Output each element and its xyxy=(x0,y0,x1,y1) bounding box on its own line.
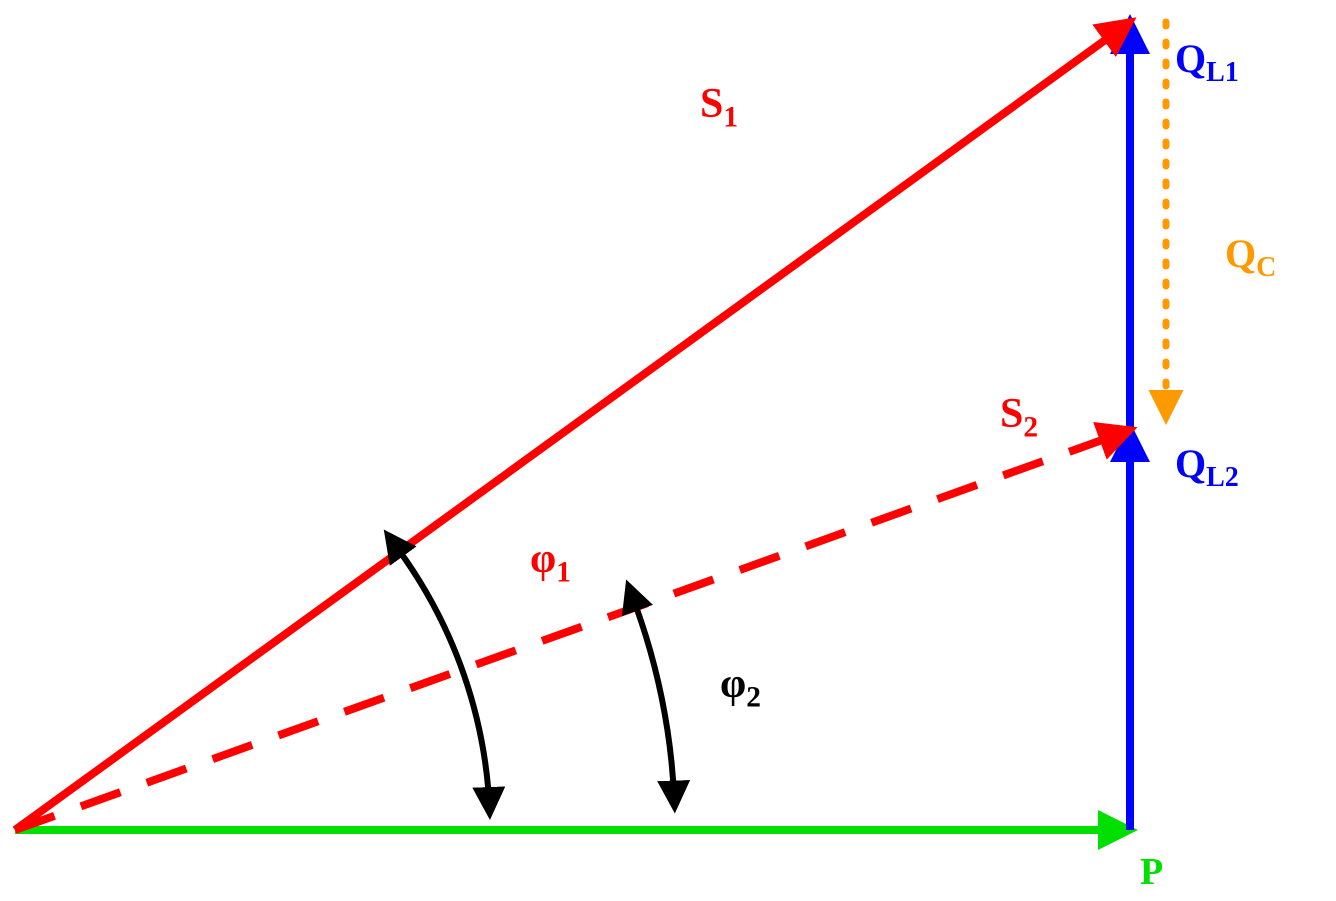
angle-arc-phi2 xyxy=(635,604,674,807)
label-ql1-text: Q xyxy=(1175,36,1206,81)
label-s2: S2 xyxy=(1000,390,1038,444)
label-qc: QC xyxy=(1225,230,1276,284)
vector-s1 xyxy=(15,22,1130,830)
label-qc-text: Q xyxy=(1225,231,1256,276)
label-s1-subscript: 1 xyxy=(723,101,738,133)
label-ql2-subscript: L2 xyxy=(1206,462,1239,493)
label-phi1-subscript: 1 xyxy=(556,556,571,588)
power-triangle-diagram xyxy=(0,0,1336,901)
label-ql1-subscript: L1 xyxy=(1206,57,1239,88)
label-s1-text: S xyxy=(700,81,723,127)
label-phi1: φ1 xyxy=(530,535,571,589)
label-ql2-text: Q xyxy=(1175,441,1206,486)
label-ql2: QL2 xyxy=(1175,440,1239,494)
label-s1: S1 xyxy=(700,80,738,134)
label-qc-subscript: C xyxy=(1256,252,1276,283)
vector-s2 xyxy=(15,430,1130,830)
label-phi2: φ2 xyxy=(720,660,761,714)
label-ql1: QL1 xyxy=(1175,35,1239,89)
angle-arc-phi1 xyxy=(399,551,489,814)
label-phi1-text: φ xyxy=(530,536,556,582)
label-p-text: P xyxy=(1140,851,1163,893)
label-phi2-subscript: 2 xyxy=(746,681,761,713)
label-phi2-text: φ xyxy=(720,661,746,707)
label-s2-text: S xyxy=(1000,391,1023,437)
label-p: P xyxy=(1140,850,1163,894)
label-s2-subscript: 2 xyxy=(1023,411,1038,443)
